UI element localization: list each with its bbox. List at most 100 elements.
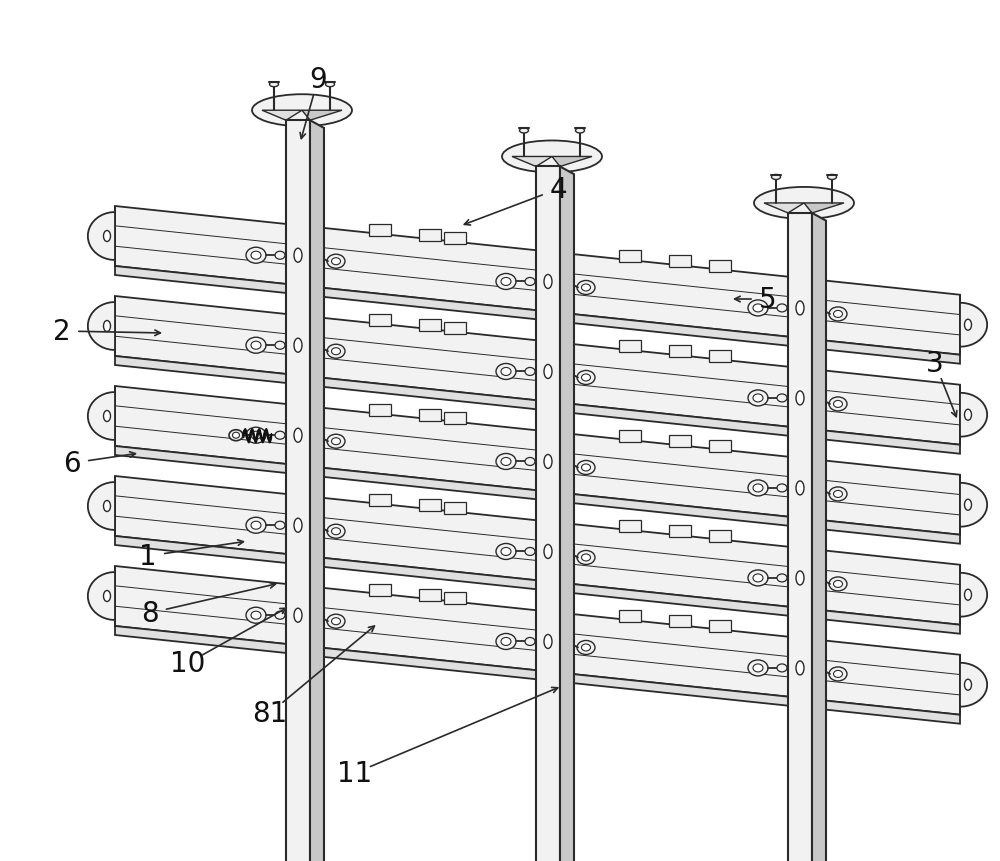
Text: 9: 9 [309, 66, 327, 94]
Polygon shape [812, 214, 826, 861]
Ellipse shape [275, 431, 285, 440]
Polygon shape [369, 494, 391, 506]
Ellipse shape [246, 517, 266, 534]
Ellipse shape [294, 429, 302, 443]
Ellipse shape [525, 548, 535, 556]
Ellipse shape [332, 438, 341, 445]
Ellipse shape [501, 368, 511, 376]
Ellipse shape [275, 342, 285, 350]
Polygon shape [369, 584, 391, 596]
Ellipse shape [294, 518, 302, 533]
Ellipse shape [502, 141, 602, 173]
Ellipse shape [229, 430, 243, 441]
Ellipse shape [496, 544, 516, 560]
Ellipse shape [246, 428, 266, 443]
Ellipse shape [829, 307, 847, 321]
Ellipse shape [582, 554, 590, 561]
Polygon shape [560, 167, 574, 861]
Polygon shape [115, 356, 960, 455]
Ellipse shape [327, 524, 345, 539]
Ellipse shape [327, 344, 345, 359]
Polygon shape [115, 626, 960, 724]
Ellipse shape [796, 301, 804, 316]
Polygon shape [804, 204, 844, 214]
Ellipse shape [294, 609, 302, 623]
Ellipse shape [577, 551, 595, 565]
Polygon shape [369, 314, 391, 326]
Ellipse shape [496, 454, 516, 470]
Ellipse shape [525, 458, 535, 466]
Polygon shape [115, 297, 960, 445]
Ellipse shape [251, 611, 261, 620]
Polygon shape [115, 447, 960, 544]
Ellipse shape [501, 278, 511, 286]
Ellipse shape [246, 338, 266, 354]
Ellipse shape [829, 398, 847, 412]
Ellipse shape [777, 664, 787, 672]
Ellipse shape [327, 435, 345, 449]
Ellipse shape [777, 574, 787, 582]
Polygon shape [88, 476, 115, 536]
Ellipse shape [753, 305, 763, 313]
Ellipse shape [582, 464, 590, 472]
Polygon shape [419, 499, 441, 511]
Polygon shape [369, 225, 391, 237]
Ellipse shape [777, 305, 787, 313]
Polygon shape [444, 592, 466, 604]
Polygon shape [310, 121, 324, 861]
Ellipse shape [964, 499, 971, 511]
Ellipse shape [544, 635, 552, 648]
Text: 4: 4 [549, 176, 567, 204]
Ellipse shape [332, 528, 341, 535]
Ellipse shape [104, 501, 111, 512]
Polygon shape [619, 610, 641, 623]
Ellipse shape [251, 342, 261, 350]
Polygon shape [669, 616, 691, 628]
Polygon shape [88, 567, 115, 626]
Polygon shape [88, 207, 115, 267]
Polygon shape [960, 385, 987, 445]
Polygon shape [419, 230, 441, 242]
Ellipse shape [964, 679, 971, 691]
Ellipse shape [796, 481, 804, 495]
Ellipse shape [577, 282, 595, 295]
Ellipse shape [251, 252, 261, 260]
Polygon shape [960, 295, 987, 356]
Polygon shape [709, 620, 731, 632]
Ellipse shape [104, 411, 111, 422]
Ellipse shape [525, 368, 535, 376]
Ellipse shape [796, 392, 804, 406]
Ellipse shape [827, 176, 836, 180]
Text: 6: 6 [63, 449, 81, 478]
Polygon shape [788, 214, 812, 861]
Ellipse shape [496, 274, 516, 290]
Polygon shape [512, 158, 552, 167]
Polygon shape [444, 232, 466, 245]
Polygon shape [709, 350, 731, 362]
Polygon shape [619, 341, 641, 353]
Ellipse shape [544, 455, 552, 469]
Polygon shape [115, 387, 960, 535]
Ellipse shape [294, 249, 302, 263]
Ellipse shape [496, 364, 516, 380]
Polygon shape [669, 436, 691, 448]
Text: 11: 11 [337, 759, 373, 787]
Polygon shape [88, 297, 115, 356]
Text: 3: 3 [926, 350, 944, 378]
Text: 2: 2 [53, 318, 71, 345]
Ellipse shape [833, 581, 842, 588]
Ellipse shape [327, 615, 345, 629]
Ellipse shape [964, 590, 971, 600]
Polygon shape [262, 111, 302, 121]
Ellipse shape [327, 255, 345, 269]
Ellipse shape [833, 311, 842, 318]
Ellipse shape [833, 671, 842, 678]
Ellipse shape [577, 461, 595, 475]
Ellipse shape [771, 176, 780, 180]
Ellipse shape [753, 485, 763, 492]
Ellipse shape [233, 433, 240, 439]
Polygon shape [669, 256, 691, 268]
Ellipse shape [544, 276, 552, 289]
Ellipse shape [582, 285, 590, 292]
Ellipse shape [748, 570, 768, 586]
